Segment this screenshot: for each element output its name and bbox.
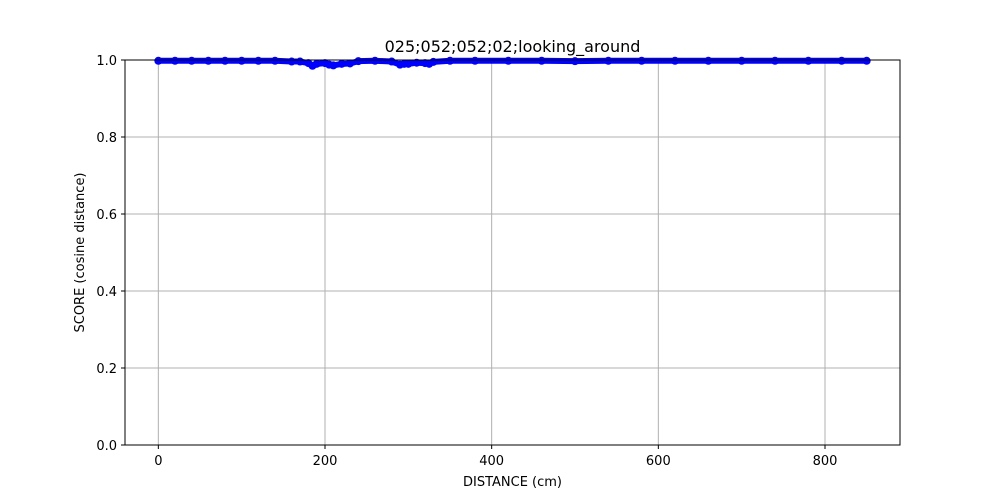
data-point	[604, 56, 613, 65]
data-point	[346, 59, 354, 68]
data-point	[204, 56, 213, 65]
data-point	[354, 57, 363, 66]
data-point	[637, 56, 646, 65]
x-tick-label: 200	[313, 454, 338, 469]
data-point	[671, 56, 679, 65]
data-point	[221, 56, 229, 65]
x-tick-label: 600	[646, 454, 671, 469]
data-point	[287, 57, 296, 66]
y-tick-label: 0.8	[96, 131, 117, 146]
grid-lines	[125, 59, 900, 446]
data-point	[371, 56, 379, 65]
data-point	[254, 56, 263, 65]
x-axis-label: DISTANCE (cm)	[463, 475, 562, 490]
data-point	[471, 56, 479, 65]
x-tick-label: 0	[154, 454, 162, 469]
data-point	[387, 57, 396, 66]
data-point	[571, 57, 579, 66]
data-point	[404, 59, 413, 68]
data-point	[862, 56, 871, 65]
data-point	[412, 58, 421, 67]
data-point	[804, 56, 813, 65]
data-point	[296, 57, 304, 66]
data-point	[337, 59, 346, 68]
axis-ticks: 0 200 400 600 800 0.0 0.2 0.4 0.6 0.8 1.0	[96, 54, 837, 469]
y-tick-label: 0.6	[96, 208, 117, 223]
series-band	[155, 57, 870, 69]
y-axis-label: SCORE (cosine distance)	[73, 172, 88, 332]
y-tick-label: 0.2	[96, 362, 117, 377]
data-point	[429, 57, 438, 66]
y-tick-label: 1.0	[96, 54, 117, 69]
data-point	[329, 61, 338, 70]
data-point	[237, 56, 246, 65]
data-point	[771, 56, 779, 65]
data-point	[737, 56, 746, 65]
data-point	[537, 56, 546, 65]
chart-title: 025;052;052;02;looking_around	[385, 37, 641, 57]
data-point	[446, 56, 454, 65]
y-tick-label: 0.0	[96, 439, 117, 454]
data-point	[312, 59, 321, 68]
x-tick-label: 400	[479, 454, 504, 469]
x-tick-label: 800	[813, 454, 838, 469]
plot-frame	[124, 59, 901, 446]
data-point	[171, 56, 179, 65]
data-points	[154, 56, 871, 70]
data-point	[187, 56, 196, 65]
data-point	[154, 56, 163, 65]
data-point	[704, 56, 713, 65]
y-tick-label: 0.4	[96, 285, 117, 300]
data-point	[504, 56, 513, 65]
data-point	[271, 56, 279, 65]
data-point	[837, 56, 846, 65]
